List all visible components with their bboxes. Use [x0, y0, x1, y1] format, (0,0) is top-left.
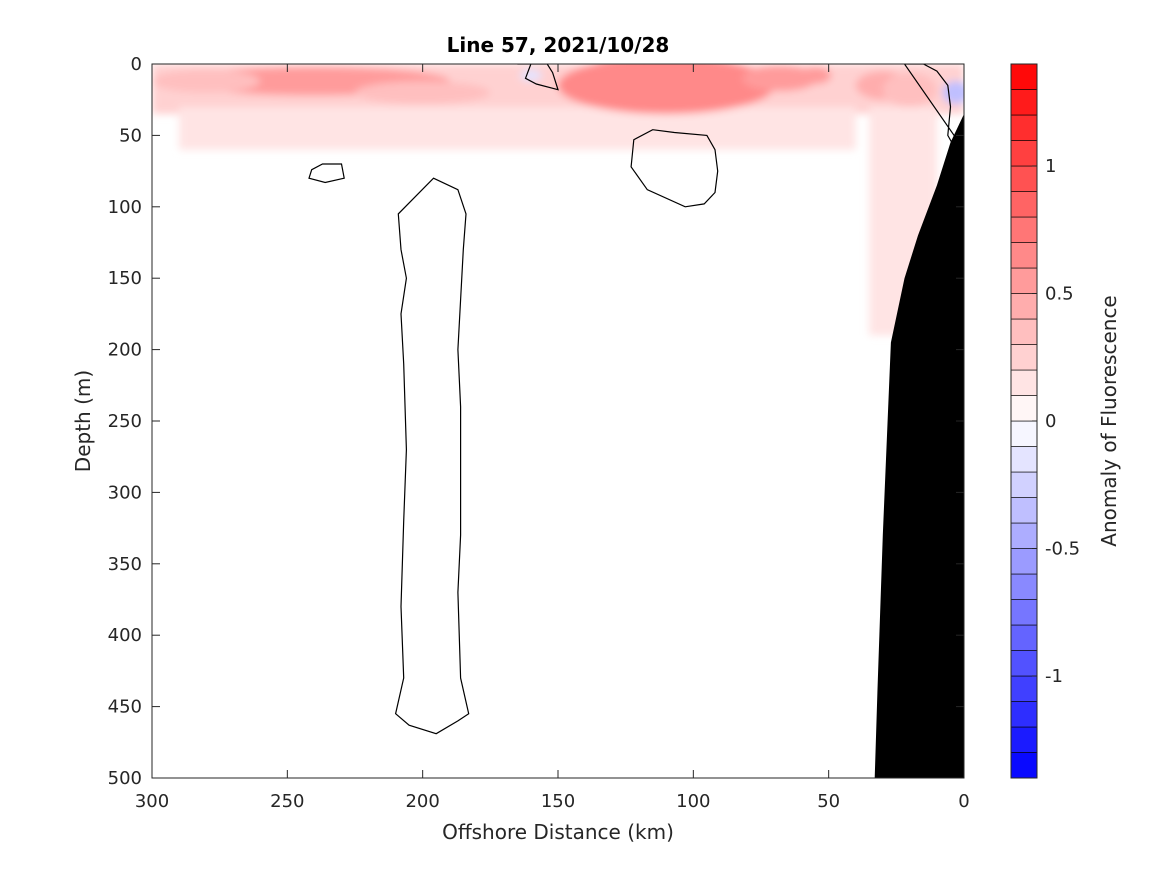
colorbar-segment: [1010, 675, 1038, 702]
colorbar-segment: [1010, 573, 1038, 600]
anomaly-blob: [520, 69, 542, 82]
zero-contour: [308, 163, 345, 184]
y-tick-label: 450: [108, 697, 142, 718]
anomaly-blob: [558, 64, 775, 114]
colorbar-segment: [1010, 599, 1038, 626]
colorbar-tick-label: 0.5: [1045, 284, 1074, 305]
x-tick-label: 0: [958, 791, 969, 812]
colorbar-segment: [1010, 114, 1038, 141]
colorbar-segment: [1010, 650, 1038, 677]
y-tick-label: 350: [108, 554, 142, 575]
colorbar-segment: [1010, 522, 1038, 549]
zero-contour: [630, 129, 719, 208]
colorbar-tick-label: 0: [1045, 411, 1056, 432]
anomaly-blob: [742, 65, 818, 92]
y-axis-label: Depth (m): [71, 370, 95, 472]
y-tick-label: 300: [108, 482, 142, 503]
chart-title: Line 57, 2021/10/28: [447, 33, 670, 57]
plot-area: [151, 63, 965, 779]
colorbar-segment: [1010, 624, 1038, 651]
colorbar-tick-label: -1: [1045, 666, 1063, 687]
x-tick-label: 250: [270, 791, 304, 812]
y-tick-label: 200: [108, 340, 142, 361]
colorbar-segment: [1010, 701, 1038, 728]
colorbar-segment: [1010, 548, 1038, 575]
colorbar-segment: [1010, 420, 1038, 447]
x-tick-label: 300: [135, 791, 169, 812]
bathymetry-layer: [874, 114, 964, 778]
anomaly-blob: [152, 69, 261, 93]
anomaly-fill-group: [152, 64, 964, 336]
colorbar-tick-label: -0.5: [1045, 539, 1080, 560]
colorbar-segment: [1010, 293, 1038, 320]
y-tick-label: 250: [108, 411, 142, 432]
colorbar-segment: [1010, 140, 1038, 167]
anomaly-band: [179, 106, 856, 150]
anomaly-blob: [882, 72, 937, 107]
x-tick-label: 200: [405, 791, 439, 812]
colorbar-segment: [1010, 165, 1038, 192]
colorbar-segment: [1010, 63, 1038, 90]
anomaly-fill-layer: [152, 64, 964, 336]
colorbar-segment: [1010, 89, 1038, 116]
colorbar-segment: [1010, 752, 1038, 779]
colorbar-segment: [1010, 318, 1038, 345]
colorbar-segment: [1010, 497, 1038, 524]
anomaly-blob: [798, 66, 832, 84]
colorbar-segment: [1010, 344, 1038, 371]
anomaly-blob: [942, 81, 964, 104]
colorbar-segment: [1010, 242, 1038, 269]
y-tick-label: 500: [108, 768, 142, 789]
colorbar-segment: [1010, 216, 1038, 243]
x-axis-label: Offshore Distance (km): [442, 820, 674, 844]
zero-contour: [517, 64, 559, 91]
y-axis: 0 50 100 150 200 250 300 350 400 450 500: [108, 54, 964, 789]
colorbar-label: Anomaly of Fluorescence: [1097, 295, 1121, 546]
y-tick-label: 100: [108, 197, 142, 218]
x-axis: 300 250 200 150 100 50 0: [135, 64, 970, 812]
colorbar: -1 -0.5 0 0.5 1: [1010, 63, 1080, 779]
zero-contour: [394, 177, 470, 735]
colorbar-segment: [1010, 369, 1038, 396]
y-tick-label: 0: [131, 54, 142, 75]
colorbar-segment: [1010, 726, 1038, 753]
colorbar-segment: [1010, 446, 1038, 473]
x-tick-label: 150: [541, 791, 575, 812]
colorbar-tick-label: 1: [1045, 156, 1056, 177]
colorbar-segment: [1010, 395, 1038, 422]
bathymetry-seafloor: [874, 114, 964, 778]
colorbar-segment: [1010, 471, 1038, 498]
y-tick-label: 50: [119, 125, 142, 146]
x-tick-label: 100: [676, 791, 710, 812]
y-tick-label: 150: [108, 268, 142, 289]
plot-background: [152, 64, 964, 778]
colorbar-segment: [1010, 191, 1038, 218]
anomaly-blob: [355, 81, 491, 104]
colorbar-segment: [1010, 267, 1038, 294]
x-tick-label: 50: [817, 791, 840, 812]
y-tick-label: 400: [108, 625, 142, 646]
